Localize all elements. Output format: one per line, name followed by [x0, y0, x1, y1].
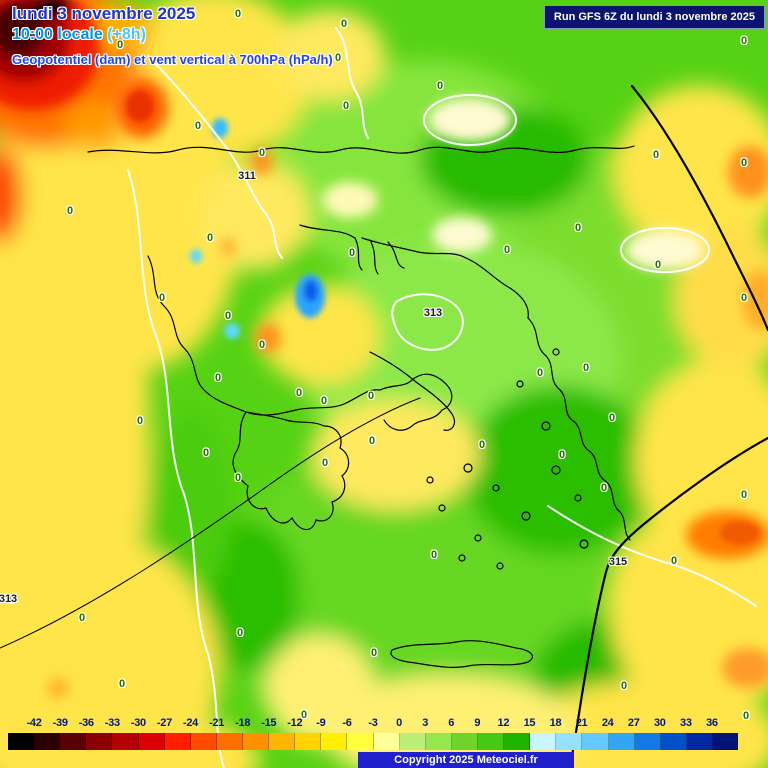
copyright-bar: Copyright 2025 Meteociel.fr [358, 752, 574, 768]
local-time-label: 10:00 locale [12, 25, 103, 43]
scale-cell [164, 733, 191, 750]
forecast-offset-label: (+8h) [107, 25, 146, 43]
scale-tick-label: -15 [261, 717, 277, 729]
bold-border-lines [568, 84, 768, 768]
scale-cell [190, 733, 217, 750]
scale-cell [321, 733, 348, 750]
scale-tick-label: -42 [26, 717, 42, 729]
scale-cell [425, 733, 452, 750]
run-info-box: Run GFS 6Z du lundi 3 novembre 2025 [543, 5, 765, 29]
scale-cell [295, 733, 322, 750]
scale-tick-label: 27 [627, 717, 640, 729]
scale-tick-label: -6 [342, 717, 352, 729]
scale-cell [634, 733, 661, 750]
scale-tick-label: -9 [316, 717, 326, 729]
scale-labels: -42 -39 -36 -33 -30 -27 -24 -21 -18 -15 -12 -9 -6 -3 0… [8, 717, 738, 732]
map-subtitle: Geopotentiel (dam) et vent vertical à 70… [12, 51, 333, 67]
scale-cell [112, 733, 139, 750]
scale-cell [347, 733, 374, 750]
scale-tick-label: 30 [653, 717, 666, 729]
scale-tick-label: 33 [680, 717, 692, 729]
scale-tick-label: -33 [104, 717, 120, 729]
scale-cell [269, 733, 296, 750]
scale-tick-label: 36 [706, 717, 718, 729]
scale-tick-label: -3 [368, 717, 378, 729]
scale-tick-label: -27 [156, 717, 172, 729]
scale-tick-label: 21 [575, 717, 588, 729]
scale-cell [530, 733, 557, 750]
local-time-line: 10:00 locale (+8h) [12, 26, 333, 44]
scale-cell [373, 733, 400, 750]
scale-tick-label: -21 [209, 717, 225, 729]
scale-tick-label: 0 [396, 717, 402, 729]
scale-cell [608, 733, 635, 750]
scale-cell [86, 733, 113, 750]
scale-cell [556, 733, 583, 750]
scale-tick-label: -36 [78, 717, 94, 729]
scale-tick-label: 3 [422, 717, 429, 729]
scale-cell [686, 733, 713, 750]
scale-cell [504, 733, 531, 750]
scale-tick-label: 12 [497, 717, 510, 729]
scale-cell [399, 733, 426, 750]
scale-tick-label: -12 [287, 717, 303, 729]
map-header: lundi 3 novembre 2025 10:00 locale (+8h)… [12, 4, 333, 68]
scale-cell [138, 733, 165, 750]
scale-tick-label: 15 [523, 717, 536, 729]
geopotential-contour-lines [127, 27, 757, 768]
scale-cell [582, 733, 609, 750]
coastline-borders [0, 145, 635, 668]
scale-cell [60, 733, 87, 750]
scale-cell [712, 733, 739, 750]
scale-tick-label: 9 [474, 717, 481, 729]
color-scale-bar [8, 733, 739, 750]
scale-cell [660, 733, 687, 750]
scale-cell [477, 733, 505, 750]
scale-tick-label: 18 [549, 717, 562, 729]
scale-cell [34, 733, 61, 750]
scale-tick-label: -18 [235, 717, 251, 729]
scale-cell [451, 733, 478, 750]
date-label: lundi 3 novembre 2025 [12, 4, 196, 23]
scale-tick-label: 6 [448, 717, 455, 729]
scale-cell [242, 733, 270, 750]
scale-cell [216, 733, 243, 750]
scale-tick-label: -39 [52, 717, 68, 729]
run-info-label: Run GFS 6Z du lundi 3 novembre 2025 [553, 11, 755, 23]
scale-tick-label: -24 [183, 717, 198, 729]
copyright-label: Copyright 2025 Meteociel.fr [394, 754, 538, 766]
scale-tick-label: 24 [601, 717, 614, 729]
scale-tick-label: -30 [130, 717, 146, 729]
scale-cell [8, 733, 35, 750]
